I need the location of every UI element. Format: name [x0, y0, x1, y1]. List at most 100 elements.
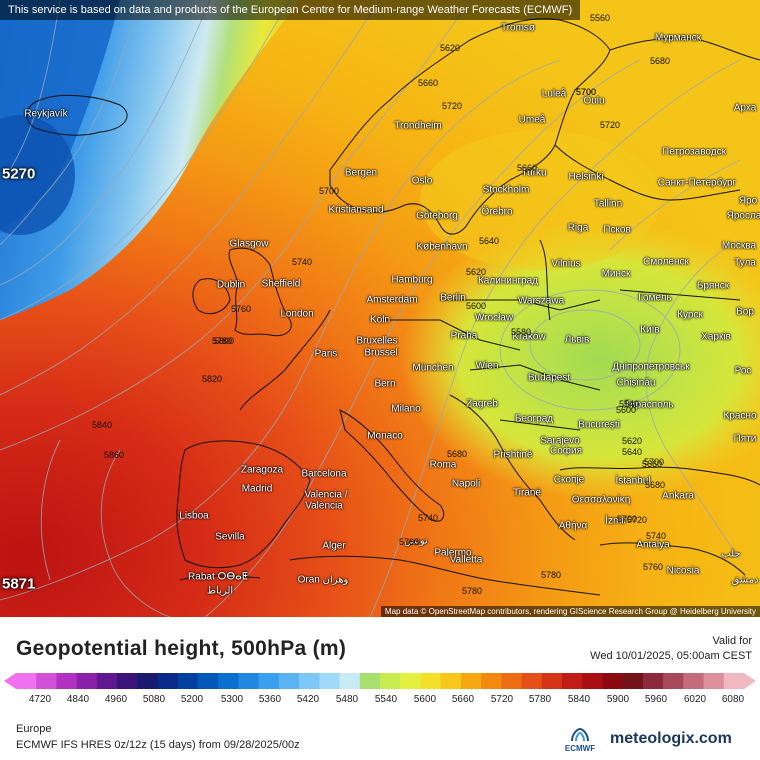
geopotential-field	[0, 0, 760, 617]
city-label: Αθήνα	[558, 520, 588, 532]
contour-value-label: 5760	[398, 537, 420, 547]
city-label: Скопје	[553, 474, 585, 486]
scale-arrow-high	[744, 673, 756, 689]
data-notice: This service is based on data and produc…	[0, 0, 581, 20]
city-label: Köln	[369, 314, 391, 326]
city-label: Oran وهران	[297, 574, 349, 586]
contour-value-label: 5680	[649, 56, 671, 66]
city-label: Београд	[514, 413, 554, 425]
scale-tick-label: 5200	[180, 694, 204, 705]
city-label: Berlin	[440, 292, 466, 304]
city-label: Львів	[564, 334, 590, 346]
contour-value-label: 5700	[643, 457, 665, 467]
city-label: Ankara	[662, 490, 694, 502]
city-label: København	[416, 241, 468, 253]
city-label: Chișinău	[616, 377, 656, 389]
contour-value-label: 5640	[621, 447, 643, 457]
city-label: Oslo	[411, 175, 433, 187]
scale-swatch	[76, 673, 98, 689]
city-label: Минск	[601, 268, 631, 280]
scale-swatch	[501, 673, 523, 689]
city-label: Palermo	[434, 547, 472, 559]
city-label: Kristiansand	[328, 204, 384, 216]
city-label: Monaco	[367, 430, 403, 442]
contour-value-label: 5780	[211, 336, 233, 346]
scale-swatch	[400, 673, 421, 689]
scale-swatch	[36, 673, 57, 689]
city-label: Харків	[701, 331, 731, 343]
city-label: İzmir	[605, 515, 627, 527]
city-label: Вор	[736, 306, 754, 318]
contour-value-label: 5740	[291, 257, 313, 267]
city-label: Мурманск	[654, 32, 702, 44]
city-label: Яро	[738, 195, 758, 207]
scale-swatch	[117, 673, 138, 689]
ecmwf-icon	[571, 727, 589, 742]
scale-tick-label: 6080	[721, 694, 745, 705]
city-label: Alger	[322, 540, 346, 552]
city-label: Дніпропетровськ	[612, 361, 690, 373]
contour-value-label: 5660	[641, 459, 663, 469]
city-label: İstanbul	[615, 475, 651, 487]
scale-swatch	[198, 673, 219, 689]
city-label: Göteborg	[416, 210, 458, 222]
scale-swatch	[258, 673, 280, 689]
city-label: Tallinn	[593, 198, 623, 210]
scale-swatch	[481, 673, 502, 689]
scale-swatch	[642, 673, 664, 689]
contour-value-label: 5860	[103, 450, 125, 460]
city-label: الرباط	[206, 585, 234, 597]
scale-tick-label: 5300	[220, 694, 244, 705]
contour-value-label: 5720	[599, 120, 621, 130]
city-label: Красно	[723, 410, 757, 422]
scale-tick-label: 4720	[28, 694, 52, 705]
contour-value-label: 5820	[201, 374, 223, 384]
city-label: Тирасполь	[624, 399, 674, 411]
scale-tick-label: 5660	[451, 694, 475, 705]
low-extreme-label: 5270	[2, 165, 36, 183]
contour-value-label: 5800	[213, 336, 235, 346]
contour-value-label: 5700	[575, 87, 597, 97]
scale-tick-label: 5900	[606, 694, 630, 705]
high-extreme-label: 5871	[2, 575, 36, 593]
scale-tick-label: 5600	[413, 694, 437, 705]
forecast-map[interactable]: This service is based on data and produc…	[0, 0, 760, 617]
legend-footer: Geopotential height, 500hPa (m) Valid fo…	[0, 617, 760, 760]
scale-swatch	[16, 673, 37, 689]
city-label: Oulu	[583, 95, 605, 107]
contour-value-label: 5720	[441, 101, 463, 111]
scale-swatch	[56, 673, 78, 689]
contour-value-label: 5560	[589, 13, 611, 23]
city-label: Рос	[734, 365, 752, 377]
scale-swatch	[602, 673, 624, 689]
city-label: Калининград	[477, 275, 539, 287]
scale-swatch	[359, 673, 381, 689]
city-label: Umeå	[518, 114, 546, 126]
scale-swatch	[238, 673, 260, 689]
contour-value-label: 5680	[446, 449, 468, 459]
city-label: Valletta	[449, 554, 483, 566]
scale-swatch	[339, 673, 361, 689]
city-label: Stockholm	[482, 184, 530, 196]
scale-tick-label: 4840	[66, 694, 90, 705]
contour-value-label: 5640	[478, 236, 500, 246]
city-label: Budapest	[527, 372, 571, 384]
city-label: Helsinki	[568, 171, 604, 183]
contour-value-label: 5780	[461, 586, 483, 596]
contour-value-label: 5740	[645, 531, 667, 541]
color-scale-ticks: 4720 4840 4960 5080 5200 5300 5360 5420 5480 5540…	[0, 694, 760, 708]
map-attribution[interactable]: Map data © OpenStreetMap contributors, r…	[380, 606, 760, 617]
city-label: حلب	[721, 548, 741, 560]
city-label: Hamburg	[391, 274, 433, 286]
scale-swatch	[663, 673, 684, 689]
city-label: València	[305, 500, 343, 512]
city-label: تونس	[404, 535, 428, 547]
scale-swatch	[622, 673, 644, 689]
city-label: Reykjavík	[24, 108, 68, 120]
ecmwf-logo[interactable]: ECMWF	[556, 727, 604, 757]
region-label: Europe	[16, 723, 52, 735]
city-label: Tromsø	[500, 22, 536, 34]
scale-swatch	[96, 673, 118, 689]
meteologix-logo[interactable]: meteologix.com	[610, 730, 732, 748]
city-label: Яросла	[726, 210, 760, 222]
